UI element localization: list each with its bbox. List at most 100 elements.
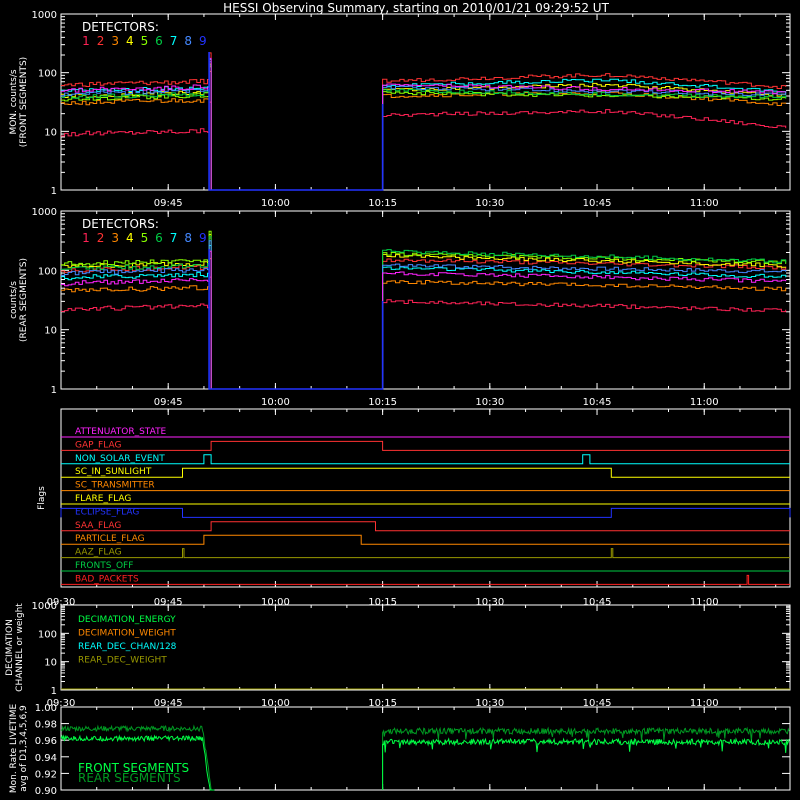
time-tick-label: 10:45: [583, 198, 612, 209]
detector-series-line: [61, 101, 787, 191]
flag-label: FLARE_FLAG: [75, 494, 131, 504]
detector-series-line: [61, 234, 787, 390]
flag-line: [61, 454, 790, 465]
time-tick-label: 10:30: [475, 198, 504, 209]
flag-label: ECLIPSE_FLAG: [75, 507, 139, 517]
decimation-ylabel-line: DECIMATION: [5, 619, 15, 676]
legend-item: 6: [155, 231, 163, 245]
detector-series-line: [61, 276, 787, 390]
legend-item: 7: [170, 34, 178, 48]
y-tick-label: 1: [51, 686, 57, 697]
legend-item: 2: [97, 34, 105, 48]
legend-item: 8: [184, 231, 192, 245]
legend-item: 8: [184, 34, 192, 48]
panel-frame: [60, 13, 791, 191]
livetime-series-line: [60, 724, 790, 791]
legend-item: 4: [126, 34, 134, 48]
y-tick-label: 1000: [32, 601, 57, 612]
livetime-frame: [60, 706, 791, 791]
legend-item: 2: [97, 231, 105, 245]
flag-label: GAP_FLAG: [75, 440, 121, 450]
time-tick-label: 10:00: [261, 698, 290, 709]
decimation-legend-item: DECIMATION_WEIGHT: [78, 629, 176, 639]
legend-item: 3: [111, 34, 119, 48]
time-tick-label: 09:45: [154, 698, 183, 709]
time-tick-label: 10:00: [261, 397, 290, 408]
detector-series-line: [61, 63, 787, 191]
time-tick-label: 10:00: [261, 597, 290, 608]
panel-ylabel: MON. counts/s (FRONT SEGMENTS): [9, 57, 29, 147]
y-tick-label: 0.94: [35, 753, 57, 764]
time-tick-label: 10:45: [583, 597, 612, 608]
legend-title: DETECTORS:: [82, 20, 159, 34]
time-tick-label: 10:15: [368, 198, 397, 209]
livetime-ylabel-line: avg of D1,3,4,5,6,9: [19, 705, 29, 792]
flag-line: [61, 534, 790, 545]
y-tick-label: 100: [38, 69, 57, 80]
livetime-legend-item: FRONT SEGMENTS: [78, 761, 189, 775]
y-tick-label: 0.96: [35, 736, 57, 747]
flag-label: PARTICLE_FLAG: [75, 534, 145, 544]
y-tick-label: 10: [44, 326, 57, 337]
legend-item: 7: [170, 231, 178, 245]
legend-item: 5: [141, 34, 149, 48]
flag-label: SC_TRANSMITTER: [75, 481, 155, 491]
time-tick-label: 11:00: [690, 397, 719, 408]
y-tick-label: 10: [44, 127, 57, 138]
time-tick-label: 10:45: [583, 698, 612, 709]
panel-ylabel-line: (FRONT SEGMENTS): [19, 57, 29, 147]
y-tick-label: 100: [38, 266, 57, 277]
detector-series-line: [61, 236, 787, 390]
time-tick-label: 10:30: [475, 597, 504, 608]
flags-frame: [60, 408, 791, 588]
flags-ylabel: Flags: [37, 486, 47, 510]
time-tick-label: 10:30: [475, 397, 504, 408]
y-tick-label: 1: [51, 385, 57, 396]
time-tick-label: 10:15: [368, 397, 397, 408]
legend-item: 9: [199, 34, 207, 48]
legend-item: 9: [199, 231, 207, 245]
detector-series-line: [61, 230, 787, 390]
flag-label: BAD_PACKETS: [75, 574, 139, 584]
y-tick-label: 1000: [32, 207, 57, 218]
time-tick-label: 10:00: [261, 198, 290, 209]
gap-series-line: [208, 249, 384, 390]
chart-title: HESSI Observing Summary, starting on 201…: [223, 1, 609, 15]
time-start-label: 09:30: [47, 597, 76, 608]
flag-line: [60, 507, 791, 518]
y-tick-label: 1: [51, 186, 57, 197]
time-tick-label: 09:45: [154, 597, 183, 608]
legend-item: 3: [111, 231, 119, 245]
legend-item: 4: [126, 231, 134, 245]
gap-series-line: [208, 52, 384, 191]
legend-title: DETECTORS:: [82, 217, 159, 231]
decimation-ylabel: DECIMATION CHANNEL or weight: [5, 603, 25, 692]
detector-series-line: [61, 57, 787, 191]
detector-series-line: [61, 250, 787, 390]
flag-label: ATTENUATOR_STATE: [75, 427, 167, 437]
time-tick-label: 10:30: [475, 698, 504, 709]
legend-item: 1: [82, 34, 90, 48]
decimation-legend-item: REAR_DEC_WEIGHT: [78, 656, 167, 666]
time-tick-label: 10:45: [583, 397, 612, 408]
decimation-ylabel-line: CHANNEL or weight: [15, 603, 25, 692]
flag-label: FRONTS_OFF: [75, 561, 133, 571]
flag-line: [61, 440, 790, 451]
decimation-frame: [60, 604, 791, 691]
y-tick-label: 1.00: [35, 703, 57, 714]
panel-frame: [60, 210, 791, 390]
flag-line: [61, 467, 790, 478]
detector-series-line: [61, 258, 787, 390]
flag-label: AAZ_FLAG: [75, 548, 122, 558]
detector-series-line: [61, 52, 787, 191]
time-tick-label: 09:45: [154, 198, 183, 209]
y-tick-label: 10: [44, 658, 57, 669]
detector-series-line: [61, 58, 787, 191]
y-tick-label: 0.98: [35, 720, 57, 731]
livetime-ylabel-line: Mon. Rate LIVETIME: [9, 704, 19, 794]
y-tick-label: 100: [38, 629, 57, 640]
flag-line: [61, 521, 790, 532]
flag-label: SAA_FLAG: [75, 521, 121, 531]
detector-series-line: [61, 61, 787, 191]
livetime-ylabel: Mon. Rate LIVETIME avg of D1,3,4,5,6,9: [9, 704, 29, 794]
